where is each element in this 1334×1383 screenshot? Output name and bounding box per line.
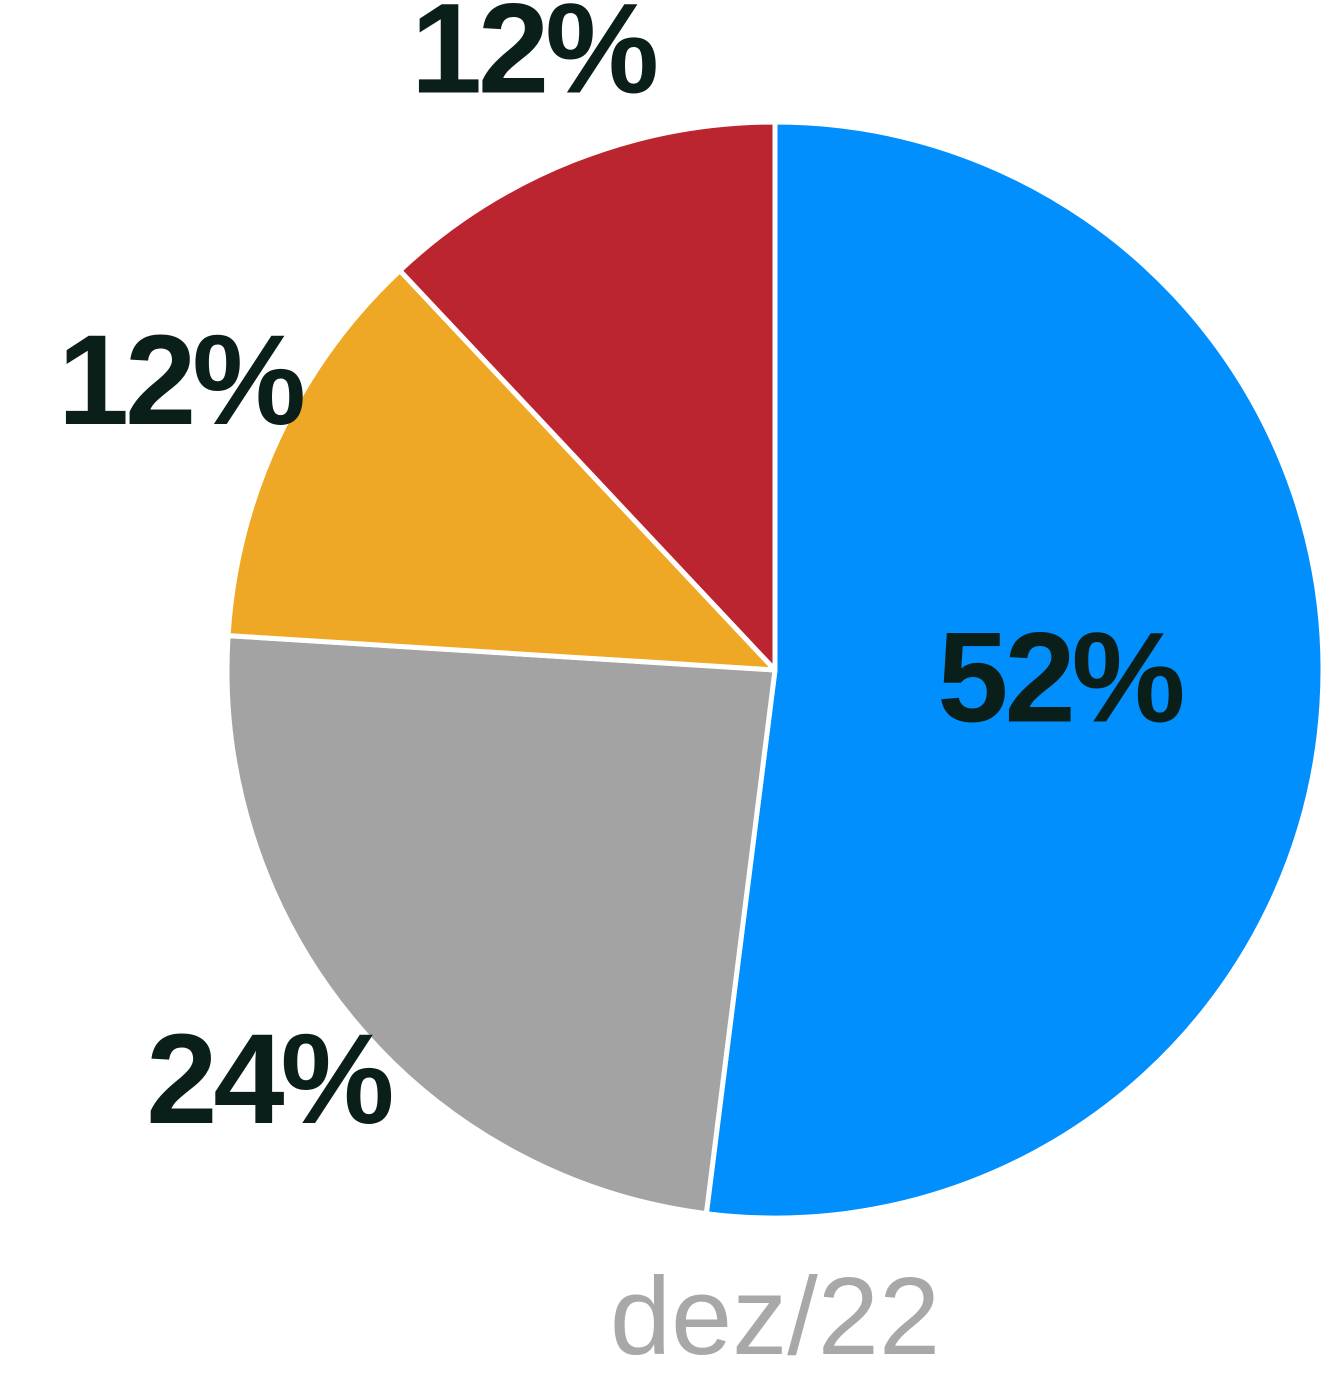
value-label: 52%: [937, 607, 1182, 750]
slice: [225, 268, 778, 673]
value-label: 12%: [411, 0, 656, 120]
slice: [703, 119, 1326, 1221]
value-label: 24%: [146, 1008, 391, 1151]
slice: [397, 119, 778, 673]
labels: 52% 24% 12% 12%: [58, 0, 1187, 1151]
slices: [224, 119, 1326, 1221]
slice: [224, 633, 778, 1217]
caption: dez/22: [610, 1255, 940, 1378]
value-label: 12%: [58, 309, 303, 452]
